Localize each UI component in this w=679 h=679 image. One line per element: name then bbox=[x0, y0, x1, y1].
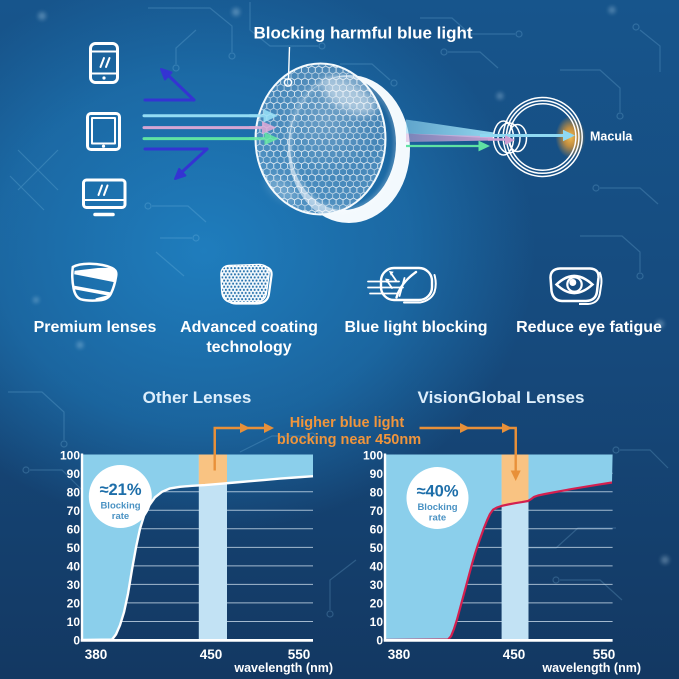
svg-text:wavelength (nm): wavelength (nm) bbox=[233, 661, 333, 675]
svg-text:30: 30 bbox=[370, 578, 384, 592]
svg-text:90: 90 bbox=[67, 467, 81, 481]
svg-text:wavelength (nm): wavelength (nm) bbox=[541, 661, 641, 675]
svg-text:70: 70 bbox=[67, 504, 81, 518]
svg-text:rate: rate bbox=[429, 513, 446, 524]
svg-text:60: 60 bbox=[67, 523, 81, 537]
svg-text:Reduce eye fatigue: Reduce eye fatigue bbox=[516, 319, 662, 336]
svg-text:Blue light blocking: Blue light blocking bbox=[344, 319, 487, 336]
svg-text:50: 50 bbox=[67, 541, 81, 555]
svg-text:Higher blue light: Higher blue light bbox=[290, 415, 405, 431]
svg-text:Premium lenses: Premium lenses bbox=[34, 319, 157, 336]
svg-text:550: 550 bbox=[593, 647, 616, 662]
svg-text:Macula: Macula bbox=[590, 130, 633, 144]
svg-text:450: 450 bbox=[200, 647, 223, 662]
svg-text:30: 30 bbox=[67, 578, 81, 592]
svg-text:VisionGlobal Lenses: VisionGlobal Lenses bbox=[418, 388, 585, 407]
svg-text:20: 20 bbox=[67, 597, 81, 611]
svg-text:Advanced coating: Advanced coating bbox=[180, 319, 318, 336]
svg-text:Blocking: Blocking bbox=[417, 502, 457, 513]
svg-text:380: 380 bbox=[85, 647, 108, 662]
svg-text:≈40%: ≈40% bbox=[416, 483, 458, 501]
svg-text:450: 450 bbox=[503, 647, 526, 662]
svg-text:380: 380 bbox=[388, 647, 411, 662]
svg-text:100: 100 bbox=[60, 449, 80, 463]
svg-text:≈21%: ≈21% bbox=[99, 481, 141, 499]
svg-text:70: 70 bbox=[370, 504, 384, 518]
svg-text:60: 60 bbox=[370, 523, 384, 537]
svg-text:technology: technology bbox=[206, 339, 291, 356]
svg-text:100: 100 bbox=[363, 449, 383, 463]
svg-text:50: 50 bbox=[370, 541, 384, 555]
svg-text:40: 40 bbox=[67, 560, 81, 574]
svg-text:40: 40 bbox=[370, 560, 384, 574]
svg-text:0: 0 bbox=[73, 634, 80, 648]
svg-text:10: 10 bbox=[67, 615, 81, 629]
svg-text:20: 20 bbox=[370, 597, 384, 611]
svg-text:Blocking: Blocking bbox=[100, 501, 140, 512]
svg-text:90: 90 bbox=[370, 467, 384, 481]
svg-text:blocking near 450nm: blocking near 450nm bbox=[277, 432, 421, 448]
svg-text:0: 0 bbox=[376, 634, 383, 648]
svg-text:550: 550 bbox=[288, 647, 311, 662]
svg-text:Blocking harmful blue light: Blocking harmful blue light bbox=[253, 24, 472, 43]
svg-text:10: 10 bbox=[370, 615, 384, 629]
svg-text:Other Lenses: Other Lenses bbox=[143, 388, 252, 407]
svg-text:rate: rate bbox=[112, 511, 129, 522]
svg-text:80: 80 bbox=[370, 486, 384, 500]
svg-text:80: 80 bbox=[67, 486, 81, 500]
